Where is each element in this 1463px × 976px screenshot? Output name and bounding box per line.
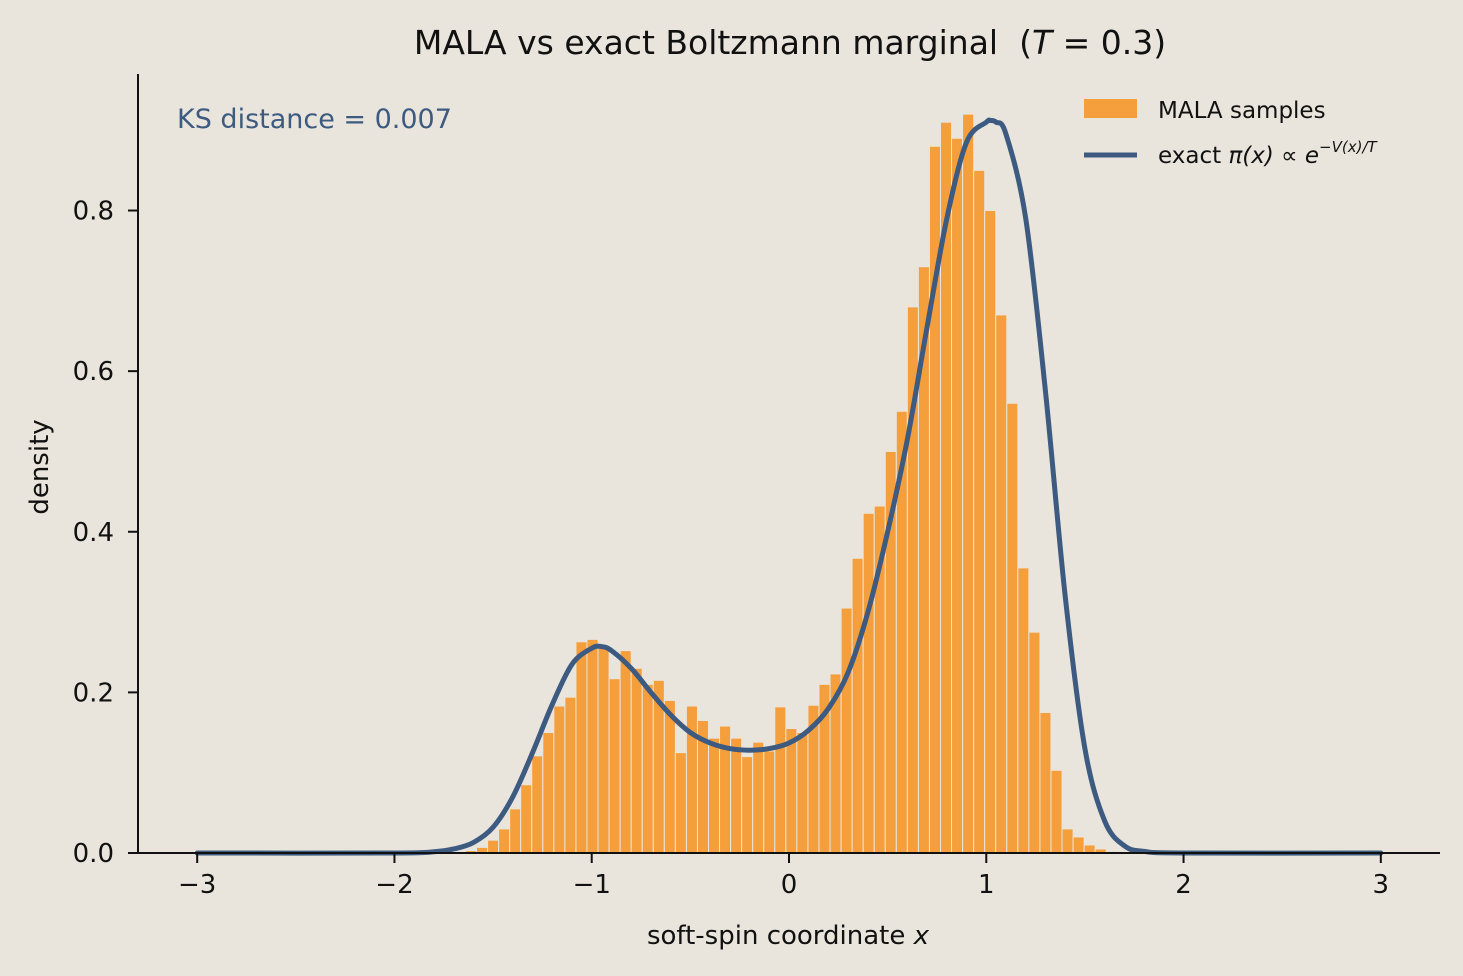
histogram-bar [619,650,632,854]
legend-line-label-math: π(x) ∝ e [1228,143,1319,169]
title-annotation-var: T [1032,23,1055,62]
legend: MALA samples exact π(x) ∝ e−V(x)/T [1084,98,1379,169]
histogram-bar [1006,402,1019,854]
legend-bars-swatch [1084,99,1137,118]
y-tick-label: 0.2 [73,678,114,708]
histogram-bar [1039,711,1052,854]
histogram-bar [509,808,522,854]
histogram-bar [564,696,577,854]
x-tick-label: 1 [978,870,995,900]
histogram-bar [730,737,743,854]
title-spacer [998,23,1019,62]
histogram-bar [785,728,798,854]
x-tick-label: 2 [1175,870,1192,900]
histogram-bar [608,678,621,854]
chart-title: MALA vs exact Boltzmann marginal (T = 0.… [414,23,1166,62]
x-ticks: −3 −2 −1 0 1 2 3 [178,853,1389,900]
histogram-bar [1072,836,1085,854]
histogram-bar [984,210,997,854]
histogram-bar [796,732,809,854]
y-axis-label: density [25,419,55,514]
x-axis-label: soft-spin coordinate x [647,921,930,951]
exact-density-line [194,117,1384,856]
y-tick-label: 0.6 [73,357,114,387]
histogram-bar [575,641,588,854]
x-tick-label: −1 [573,870,611,900]
histogram-bar [663,699,676,854]
x-tick-label: −2 [375,870,413,900]
x-axis-label-var: x [913,921,930,951]
histogram-bar [708,737,721,854]
title-annotation-rest: = 0.3) [1052,23,1166,62]
legend-line-label: exact π(x) ∝ e−V(x)/T [1158,138,1379,169]
title-annotation-prefix: ( [1019,23,1032,62]
histogram-bar [962,113,975,854]
histogram-bar [973,169,986,854]
histogram-bar [741,756,754,854]
histogram-bar [586,638,599,854]
histogram-bar [553,705,566,854]
histogram-bar [520,784,533,854]
histogram-bar [531,755,544,854]
histogram-bar [597,646,610,854]
x-tick-label: 3 [1373,870,1390,900]
y-tick-label: 0.8 [73,197,114,227]
histogram-bar [951,137,964,854]
histogram-bar [674,752,687,854]
histogram-bar [498,828,511,854]
x-tick-label: −3 [178,870,216,900]
legend-line-label-sup: −V(x)/T [1319,138,1378,156]
x-tick-label: 0 [781,870,798,900]
histogram-bar [851,557,864,854]
histogram-bar [995,314,1008,854]
y-ticks: 0.0 0.2 0.4 0.6 0.8 [73,197,138,869]
histogram-bar [487,839,500,854]
y-tick-label: 0.4 [73,518,114,548]
histogram-bar [1050,769,1063,854]
ks-distance-annotation: KS distance = 0.007 [177,104,452,135]
legend-line-label-text: exact [1158,143,1221,169]
legend-bars-label: MALA samples [1158,98,1326,124]
histogram-bar [840,607,853,854]
histogram-bar [1083,844,1096,854]
histogram-bar [763,750,776,854]
y-tick-label: 0.0 [73,839,114,869]
histogram-bar [1061,828,1074,854]
histogram-bar [774,706,787,854]
histogram-bar [752,741,765,854]
histogram-bar [1017,567,1030,854]
histogram-bar [1028,631,1041,854]
histogram-bar [862,512,875,854]
histogram-bar [542,732,555,854]
histogram-bar [630,667,643,854]
histogram-bar [641,683,654,854]
